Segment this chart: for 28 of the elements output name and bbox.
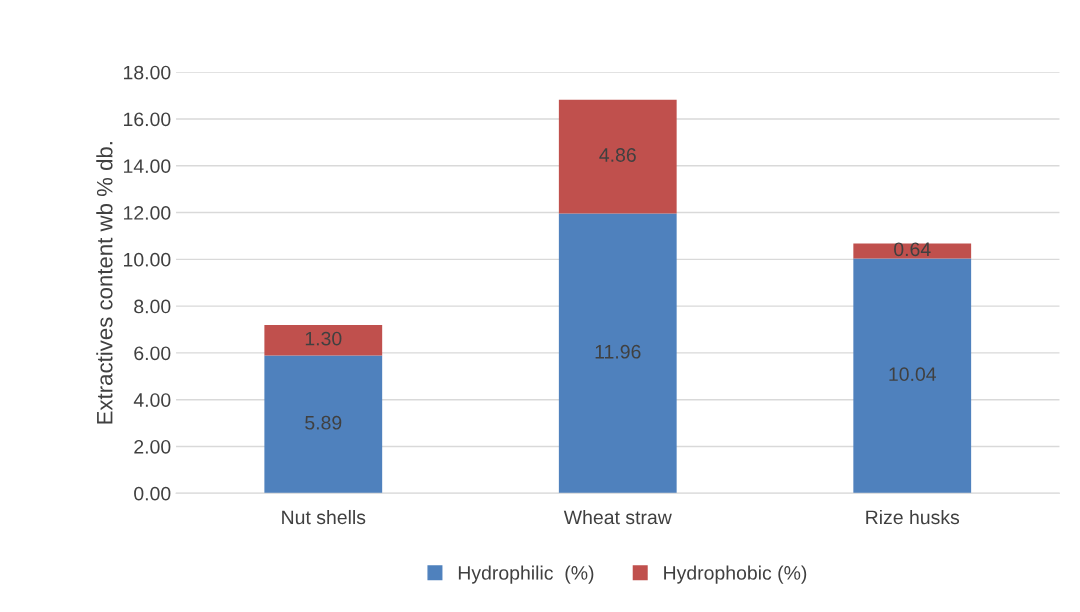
data-label: 5.89 (305, 415, 342, 430)
y-tick-label: 8.00 (134, 299, 171, 314)
data-label: 1.30 (305, 331, 342, 346)
bar (264, 355, 383, 494)
y-tick-label: 10.00 (124, 252, 171, 267)
x-tick-label: Nut shells (282, 509, 366, 525)
y-tick-label: 0.00 (134, 486, 171, 501)
bar (558, 213, 677, 494)
x-tick-label: Wheat straw (563, 509, 672, 525)
x-tick-label: Rize husks (866, 509, 960, 525)
y-tick-label: 18.00 (124, 65, 171, 80)
y-axis-title: Extractives content wb % db. (96, 142, 113, 424)
data-label: 4.86 (599, 148, 636, 162)
data-label: 10.04 (889, 367, 936, 382)
bar (853, 243, 972, 259)
y-tick-label: 6.00 (134, 346, 171, 361)
legend-label: Hydrophilic (%) (458, 565, 594, 584)
y-tick-label: 12.00 (124, 206, 171, 220)
data-label: 11.96 (595, 344, 641, 359)
data-label: 0.64 (894, 242, 931, 257)
legend-label: Hydrophobic (%) (664, 565, 807, 584)
y-tick-label: 4.00 (133, 393, 171, 407)
bar (264, 325, 383, 356)
bar (558, 99, 677, 214)
y-tick-label: 16.00 (124, 112, 171, 127)
bar (853, 258, 972, 494)
y-tick-label: 2.00 (134, 439, 171, 454)
y-tick-label: 14.00 (124, 159, 171, 174)
